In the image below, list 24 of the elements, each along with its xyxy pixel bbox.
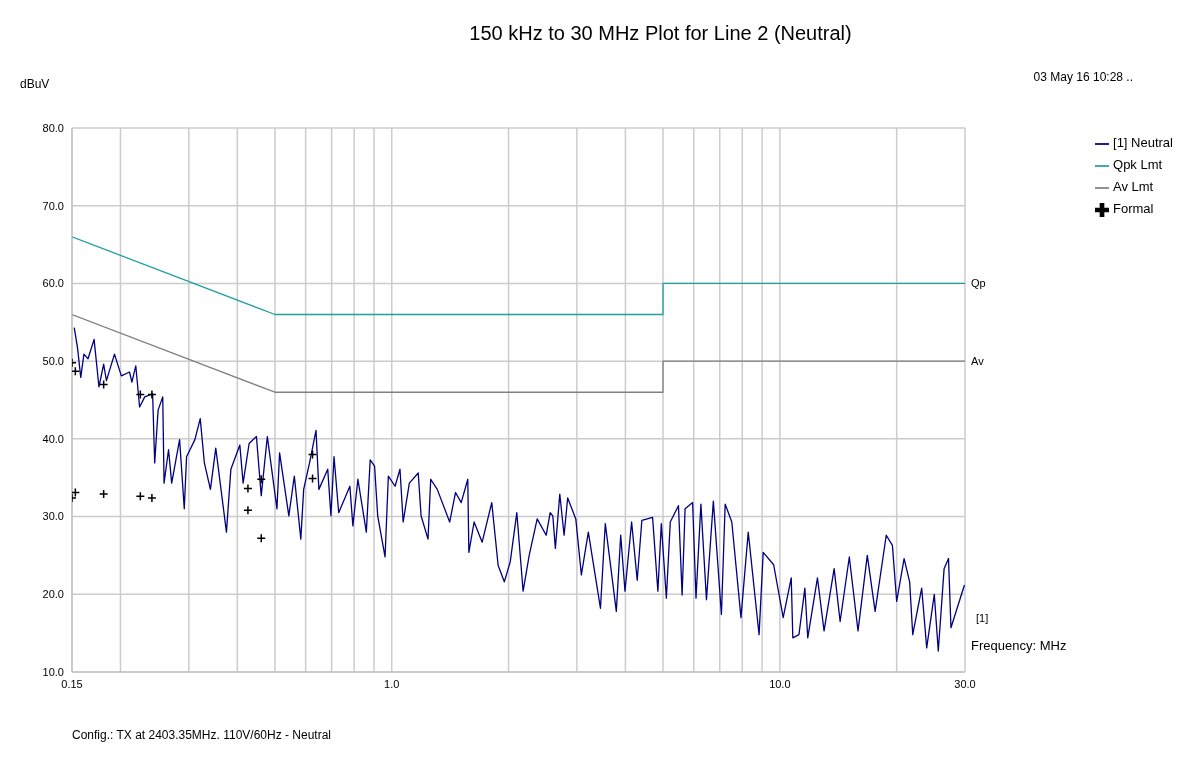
text: Config.: TX at 2403.35MHz. 110V/60Hz - Neutral: [72, 728, 333, 742]
x-tick-label: 1.0: [384, 677, 400, 690]
annotation: Qp: [971, 277, 986, 290]
y-tick-label: 60.0: [42, 277, 64, 290]
chart-title: 150 kHz to 30 MHz Plot for Line 2 (Neutral): [468, 21, 853, 46]
legend-label: Formal: [1113, 201, 1154, 216]
text: [1]: [976, 612, 989, 624]
text: 03 May 16 10:28 ..: [1033, 70, 1133, 84]
y-axis-title: dBuV: [20, 77, 50, 91]
y-tick-label: 80.0: [42, 121, 64, 134]
x-tick-label: 10.0: [769, 677, 791, 690]
annotation: Av: [971, 355, 985, 368]
legend-label: [1] Neutral: [1113, 135, 1173, 150]
legend-label: Av Lmt: [1113, 179, 1154, 194]
y-tick-label: 40.0: [42, 432, 64, 445]
y-tick-label: 10.0: [42, 665, 64, 678]
y-tick-label: 30.0: [42, 510, 64, 523]
legend-label: Qpk Lmt: [1113, 157, 1163, 172]
y-tick-label: 50.0: [42, 355, 64, 368]
x-tick-label: 0.15: [61, 677, 83, 690]
y-tick-label: 20.0: [42, 588, 64, 601]
x-axis-title: Frequency: MHz: [971, 638, 1067, 653]
y-tick-label: 70.0: [42, 199, 64, 212]
x-tick-label: 30.0: [954, 677, 976, 690]
